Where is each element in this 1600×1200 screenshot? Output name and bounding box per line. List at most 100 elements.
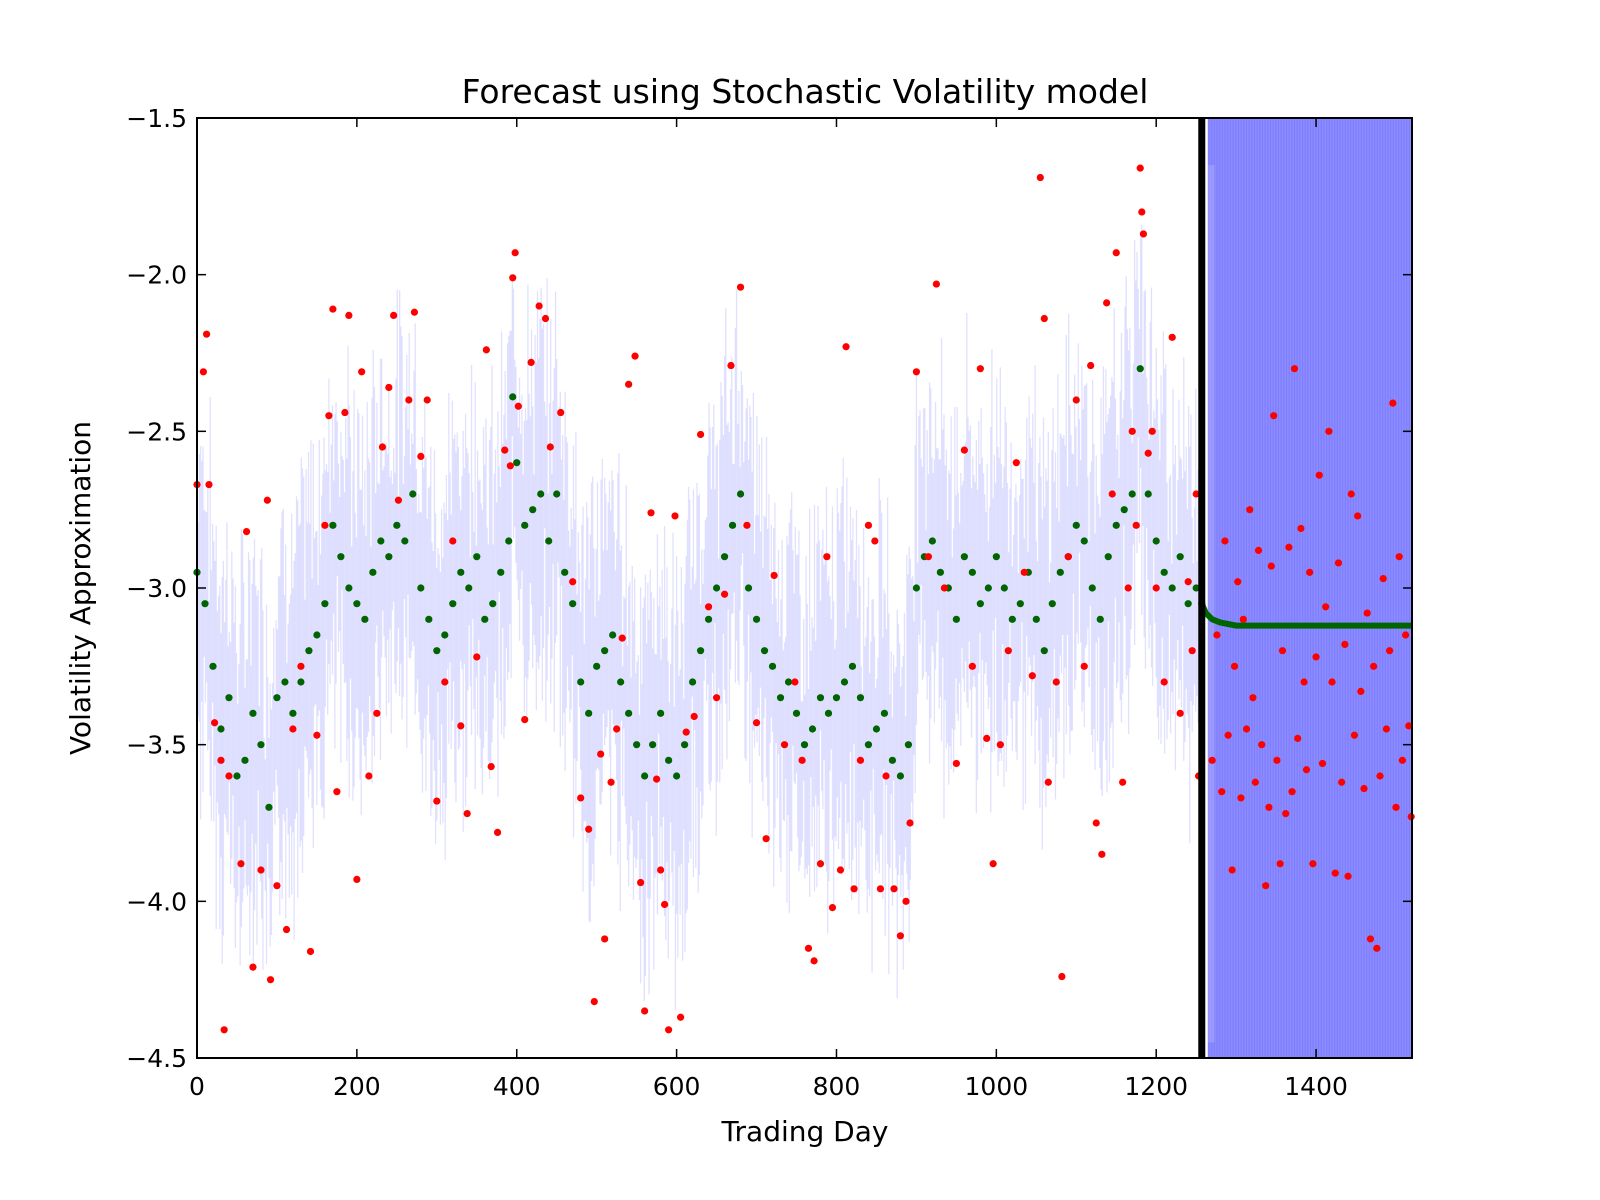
y-tick-label: −4.5: [126, 1044, 187, 1073]
observed-point: [1080, 662, 1088, 670]
observed-point: [736, 283, 745, 291]
observed-point: [770, 571, 778, 580]
observed-point: [1265, 803, 1273, 811]
observed-point: [1128, 427, 1136, 435]
estimated-point: [241, 756, 249, 764]
observed-point: [1092, 819, 1100, 827]
estimated-point: [673, 772, 681, 780]
estimated-point: [585, 709, 593, 717]
estimated-point: [233, 772, 241, 780]
observed-point: [341, 408, 349, 417]
observed-point: [210, 719, 219, 727]
observed-point: [1132, 521, 1140, 529]
uncertainty-bands: [196, 224, 1202, 1010]
estimated-point: [289, 709, 297, 717]
observed-point: [1318, 759, 1327, 768]
estimated-point: [752, 615, 761, 623]
estimated-point: [297, 678, 305, 686]
estimated-point: [441, 631, 449, 639]
observed-point: [1108, 490, 1116, 498]
estimated-point: [952, 615, 960, 623]
observed-point: [1239, 615, 1247, 623]
observed-point: [1119, 778, 1127, 786]
observed-point: [321, 521, 329, 529]
estimated-point: [1088, 584, 1096, 592]
observed-point: [373, 709, 381, 717]
estimated-point: [880, 709, 889, 717]
observed-point: [266, 976, 275, 984]
observed-point: [577, 794, 585, 802]
estimated-point: [912, 584, 921, 592]
estimated-point: [1168, 584, 1176, 592]
estimated-point: [545, 537, 553, 545]
estimated-point: [513, 459, 521, 467]
estimated-point: [353, 600, 361, 608]
observed-point: [506, 462, 514, 470]
observed-point: [1398, 756, 1407, 764]
estimated-point: [1136, 365, 1144, 373]
estimated-point: [529, 506, 537, 514]
estimated-point: [329, 521, 337, 529]
estimated-point: [1176, 553, 1184, 561]
chart-title: Forecast using Stochastic Volatility mod…: [462, 72, 1149, 111]
estimated-point: [281, 678, 289, 686]
estimated-point: [1016, 600, 1024, 608]
observed-point: [514, 402, 522, 410]
observed-point: [1192, 490, 1200, 498]
observed-point: [720, 590, 729, 598]
observed-point: [836, 866, 845, 874]
estimated-point: [1120, 506, 1128, 514]
estimated-point: [712, 584, 721, 592]
observed-point: [487, 763, 495, 771]
observed-point: [727, 361, 735, 370]
observed-point: [1139, 230, 1148, 238]
estimated-point: [1144, 490, 1152, 498]
estimated-point: [976, 600, 984, 608]
y-tick-label: −1.5: [126, 104, 187, 133]
observed-point: [1237, 794, 1245, 802]
observed-point: [1389, 399, 1397, 407]
y-tick-label: −3.5: [126, 731, 187, 760]
estimated-point: [1104, 553, 1112, 561]
observed-point: [1386, 647, 1394, 655]
observed-point: [1338, 778, 1346, 786]
observed-point: [410, 308, 419, 316]
observed-point: [661, 900, 669, 909]
estimated-point: [257, 741, 265, 749]
y-tick-label: −2.0: [126, 261, 187, 290]
observed-point: [1249, 694, 1257, 702]
observed-point: [696, 430, 705, 439]
observed-point: [1402, 631, 1410, 639]
observed-point: [924, 553, 932, 561]
observed-point: [637, 878, 645, 887]
x-tick-label: 400: [493, 1072, 541, 1101]
y-axis: −1.5 −2.0 −2.5 −3.0 −3.5 −4.0 −4.5: [126, 104, 1412, 1073]
observed-point: [1273, 756, 1281, 764]
estimated-point: [593, 662, 601, 670]
estimated-point: [760, 647, 769, 655]
estimated-point: [225, 694, 233, 702]
y-tick-label: −4.0: [126, 887, 187, 916]
observed-point: [618, 634, 626, 642]
observed-point: [1262, 882, 1270, 890]
observed-point: [906, 819, 914, 827]
observed-point: [329, 305, 337, 313]
estimated-point: [736, 490, 745, 498]
estimated-point: [609, 631, 617, 639]
observed-point: [762, 835, 770, 843]
estimated-point: [553, 490, 561, 498]
observed-point: [220, 1026, 228, 1034]
observed-point: [1234, 578, 1242, 586]
observed-point: [657, 866, 665, 874]
observed-point: [441, 678, 449, 686]
x-tick-label: 800: [813, 1072, 861, 1101]
x-tick-label: 600: [653, 1072, 701, 1101]
estimated-point: [856, 694, 865, 702]
observed-point: [1395, 553, 1403, 561]
observed-point: [798, 756, 806, 764]
observed-point: [1242, 725, 1251, 733]
y-axis-label: Volatility Approximation: [64, 421, 97, 755]
observed-point: [647, 509, 655, 517]
observed-point: [810, 957, 818, 965]
